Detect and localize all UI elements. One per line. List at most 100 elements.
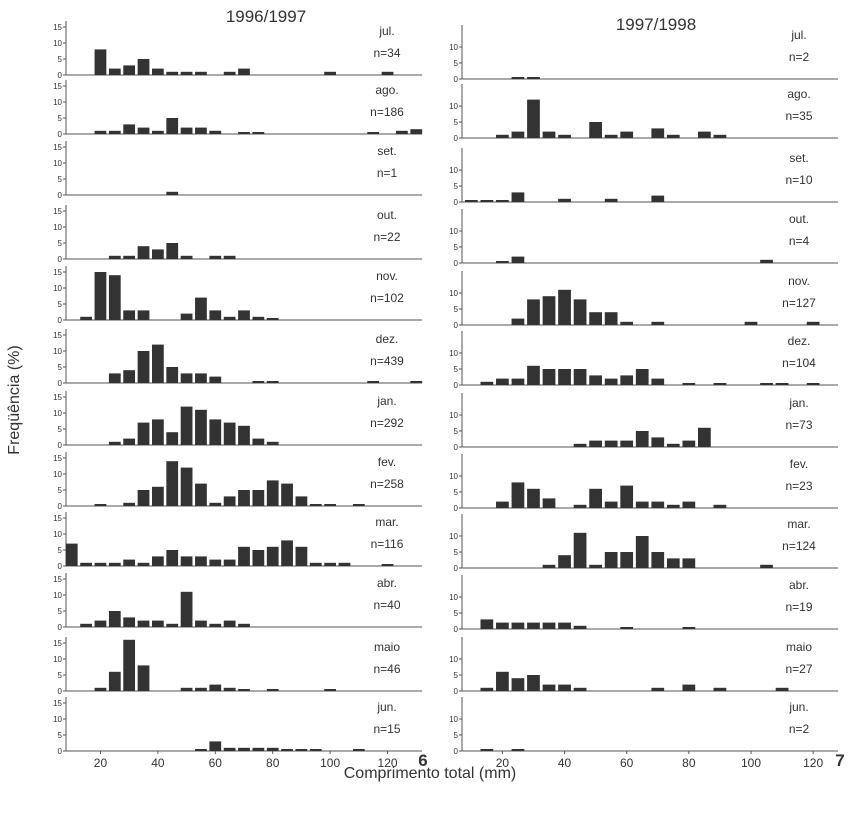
histogram-bar bbox=[381, 564, 394, 566]
month-label: maio bbox=[374, 640, 400, 654]
month-histogram-2: 0 5 10 ago. n=35 bbox=[449, 84, 838, 143]
y-tick-label: 10 bbox=[449, 593, 458, 602]
sample-size-label: n=34 bbox=[373, 46, 400, 60]
sample-size-label: n=19 bbox=[785, 600, 812, 614]
histogram-bar bbox=[573, 504, 587, 508]
x-tick-label: 60 bbox=[209, 756, 223, 770]
histogram-bar bbox=[496, 378, 509, 385]
histogram-bar bbox=[108, 441, 121, 445]
histogram-bar bbox=[238, 425, 250, 445]
month-histogram-4: 0 5 10 15 out. n=22 bbox=[53, 205, 422, 264]
histogram-bar bbox=[223, 255, 236, 259]
histogram-bar bbox=[94, 620, 107, 627]
histogram-bar bbox=[604, 198, 618, 202]
histogram-bar bbox=[775, 687, 789, 691]
histogram-bar bbox=[480, 381, 494, 385]
histogram-bar bbox=[137, 562, 150, 566]
y-tick-label: 5 bbox=[58, 671, 63, 680]
histogram-bar bbox=[238, 623, 250, 627]
histogram-bar bbox=[542, 684, 556, 691]
histogram-bar bbox=[558, 684, 571, 691]
histogram-bar bbox=[108, 373, 121, 383]
histogram-bar bbox=[324, 504, 337, 506]
month-label: ago. bbox=[787, 87, 810, 101]
histogram-bar bbox=[266, 480, 279, 506]
month-histogram-10: 0 5 10 abr. n=19 bbox=[449, 575, 838, 634]
histogram-bar bbox=[464, 200, 478, 202]
sample-size-label: n=4 bbox=[789, 234, 810, 248]
histogram-bar bbox=[527, 99, 540, 138]
histogram-bar bbox=[209, 559, 222, 566]
y-tick-label: 10 bbox=[53, 223, 62, 232]
y-tick-label: 5 bbox=[58, 55, 63, 64]
histogram-bar bbox=[137, 59, 150, 75]
histogram-bar bbox=[209, 310, 222, 320]
month-label: set. bbox=[377, 144, 396, 158]
month-label: out. bbox=[377, 208, 397, 222]
histogram-bar bbox=[651, 321, 665, 325]
y-tick-label: 0 bbox=[58, 379, 63, 388]
histogram-bar bbox=[396, 130, 408, 134]
y-tick-label: 0 bbox=[454, 625, 459, 634]
histogram-bar bbox=[238, 310, 250, 320]
histogram-bar bbox=[604, 378, 618, 385]
histogram-bar bbox=[511, 378, 525, 385]
histogram-bar bbox=[223, 316, 236, 320]
month-label: abr. bbox=[377, 576, 397, 590]
histogram-bar bbox=[666, 134, 680, 138]
histogram-bar bbox=[238, 689, 250, 691]
histogram-bar bbox=[108, 68, 121, 75]
histogram-bar bbox=[195, 483, 207, 506]
y-tick-label: 5 bbox=[454, 59, 459, 68]
histogram-bar bbox=[573, 443, 587, 447]
histogram-bar bbox=[281, 540, 293, 566]
histogram-bar bbox=[542, 369, 556, 385]
histogram-bar bbox=[108, 562, 121, 566]
histogram-bar bbox=[108, 611, 121, 627]
y-tick-label: 10 bbox=[449, 227, 458, 236]
histogram-bar bbox=[604, 134, 618, 138]
y-tick-label: 0 bbox=[58, 316, 63, 325]
histogram-bar bbox=[137, 246, 150, 259]
panel-number: 6 bbox=[418, 751, 427, 770]
month-label: dez. bbox=[788, 334, 811, 348]
sample-size-label: n=124 bbox=[782, 539, 816, 553]
histogram-bar bbox=[651, 195, 665, 202]
month-histogram-3: 0 5 10 15 set. n=1 bbox=[53, 141, 422, 200]
y-tick-label: 5 bbox=[454, 305, 459, 314]
histogram-bar bbox=[166, 71, 179, 75]
histogram-bar bbox=[137, 351, 150, 383]
histogram-bar bbox=[309, 504, 322, 506]
histogram-bar bbox=[266, 441, 279, 445]
histogram-bar bbox=[480, 619, 494, 629]
x-tick-label: 20 bbox=[496, 756, 510, 770]
histogram-bar bbox=[410, 129, 423, 134]
y-tick-label: 10 bbox=[53, 591, 62, 600]
month-label: out. bbox=[789, 212, 809, 226]
histogram-bar bbox=[558, 289, 571, 325]
histogram-bar bbox=[682, 501, 696, 508]
histogram-bar bbox=[223, 496, 236, 506]
histogram-bar bbox=[496, 261, 509, 263]
x-tick-label: 100 bbox=[320, 756, 340, 770]
histogram-bar bbox=[527, 622, 540, 629]
y-tick-label: 0 bbox=[58, 130, 63, 139]
y-tick-label: 10 bbox=[449, 349, 458, 358]
histogram-bar bbox=[666, 443, 680, 447]
y-tick-label: 15 bbox=[53, 699, 62, 708]
histogram-bar bbox=[151, 620, 164, 627]
histogram-bar bbox=[573, 369, 587, 385]
histogram-bar bbox=[760, 383, 773, 385]
y-tick-label: 0 bbox=[58, 747, 63, 756]
histogram-bar bbox=[806, 321, 820, 325]
month-label: jul. bbox=[790, 28, 806, 42]
histogram-bar bbox=[166, 367, 179, 383]
month-histogram-1: 0 5 10 15 jul. n=34 bbox=[53, 21, 422, 80]
histogram-bar bbox=[620, 440, 634, 447]
month-histogram-9: 0 5 10 mar. n=124 bbox=[449, 514, 838, 573]
sample-size-label: n=73 bbox=[785, 418, 812, 432]
y-tick-label: 15 bbox=[53, 331, 62, 340]
histogram-bar bbox=[511, 678, 525, 691]
y-tick-label: 15 bbox=[53, 82, 62, 91]
histogram-bar bbox=[713, 687, 727, 691]
